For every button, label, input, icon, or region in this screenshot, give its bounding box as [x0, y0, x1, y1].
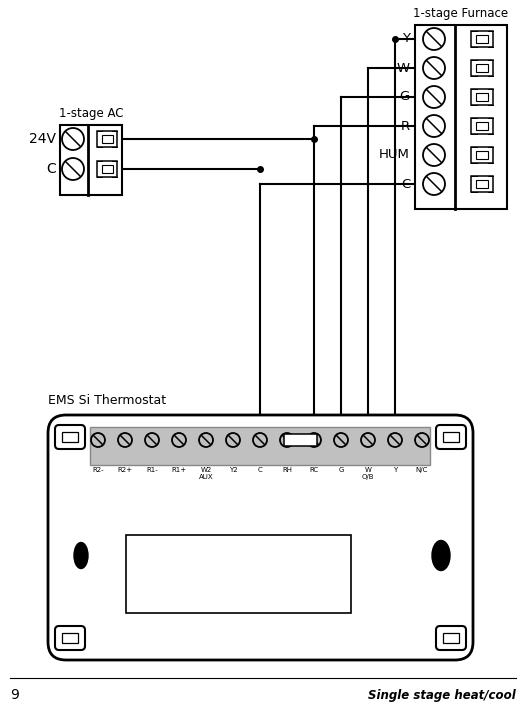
Text: 1-stage Furnace: 1-stage Furnace [413, 7, 509, 20]
Text: C: C [46, 162, 56, 176]
Bar [97, 131, 117, 147]
Bar [62, 432, 78, 442]
FancyBboxPatch shape [48, 415, 473, 660]
Bar [443, 633, 459, 643]
Text: 9: 9 [10, 688, 19, 702]
Text: Y2: Y2 [229, 467, 237, 473]
Bar [471, 60, 493, 76]
Text: Y: Y [393, 467, 397, 473]
Text: 24V: 24V [29, 132, 56, 146]
FancyBboxPatch shape [55, 626, 85, 650]
Text: RC: RC [309, 467, 319, 473]
Bar [126, 535, 351, 613]
Bar [471, 118, 493, 134]
Bar [90, 427, 430, 465]
Ellipse shape [432, 540, 450, 570]
Bar [471, 147, 493, 163]
Bar [476, 180, 488, 188]
Bar [471, 176, 493, 192]
Bar [102, 135, 113, 143]
Bar [443, 432, 459, 442]
Bar [102, 165, 113, 173]
Bar [471, 89, 493, 105]
Text: EMS Si Thermostat: EMS Si Thermostat [48, 394, 166, 407]
FancyBboxPatch shape [55, 425, 85, 449]
Text: 1-stage AC: 1-stage AC [59, 107, 123, 120]
Bar [471, 31, 493, 47]
Bar [62, 633, 78, 643]
Text: W: W [397, 61, 410, 74]
Ellipse shape [74, 543, 88, 568]
Text: RH: RH [282, 467, 292, 473]
Bar [476, 93, 488, 101]
Bar [476, 63, 488, 73]
Text: Y: Y [402, 33, 410, 46]
Bar [284, 434, 317, 446]
Bar [97, 161, 117, 177]
Text: W
O/B: W O/B [362, 467, 375, 480]
FancyBboxPatch shape [436, 626, 466, 650]
Text: Single stage heat/cool: Single stage heat/cool [368, 689, 516, 702]
Text: R2+: R2+ [117, 467, 133, 473]
Text: C: C [401, 178, 410, 190]
Bar [476, 150, 488, 160]
Text: G: G [400, 91, 410, 103]
Bar [60, 125, 122, 195]
Bar [476, 35, 488, 43]
Text: R1+: R1+ [171, 467, 187, 473]
Text: R2-: R2- [92, 467, 104, 473]
Bar [415, 25, 507, 209]
Text: HUM: HUM [379, 148, 410, 162]
Text: R: R [401, 120, 410, 133]
FancyBboxPatch shape [436, 425, 466, 449]
Text: W2
AUX: W2 AUX [199, 467, 214, 480]
Text: N/C: N/C [416, 467, 428, 473]
Bar [476, 122, 488, 130]
Text: C: C [258, 467, 262, 473]
Text: G: G [338, 467, 343, 473]
Text: R1-: R1- [146, 467, 158, 473]
